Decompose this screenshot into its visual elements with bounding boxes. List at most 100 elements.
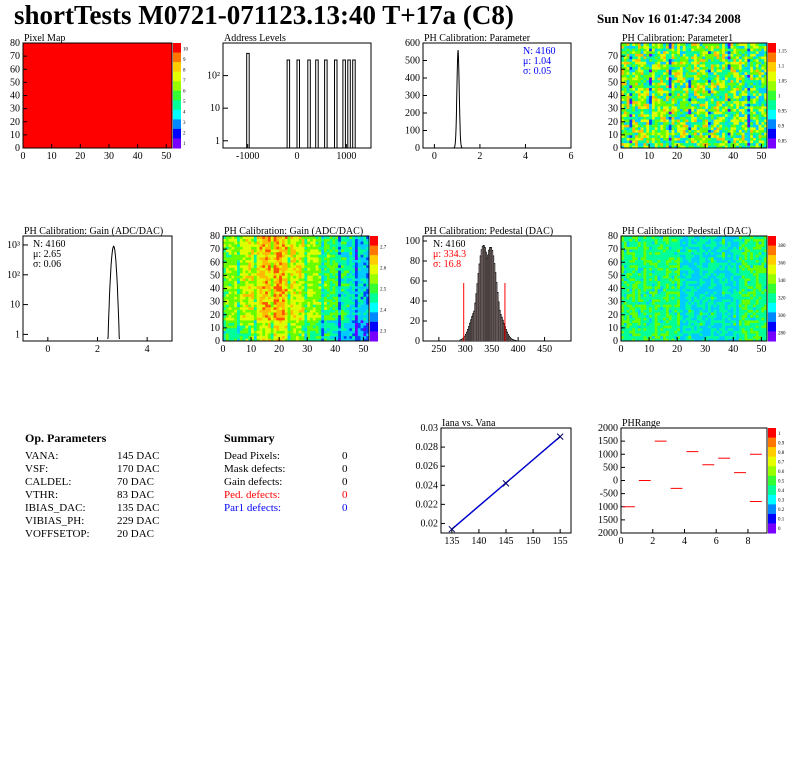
heatmap-cell (705, 85, 709, 89)
heatmap-cell (758, 111, 762, 115)
heatmap-cell (708, 127, 712, 131)
heatmap-cell (340, 246, 345, 250)
y-tick-label: 10 (210, 103, 220, 114)
heatmap-cell (223, 283, 227, 287)
heatmap-cell (643, 254, 647, 258)
heatmap-cell (651, 236, 656, 240)
heatmap-cell (296, 291, 300, 295)
heatmap-cell (251, 301, 255, 305)
heatmap-cell (663, 69, 667, 73)
heatmap-cell (643, 259, 647, 263)
heatmap-cell (223, 304, 227, 308)
heatmap-cell (679, 74, 684, 78)
heatmap-cell (315, 291, 319, 295)
heatmap-cell (279, 238, 283, 242)
heatmap-cell (722, 132, 726, 136)
heatmap-cell (293, 236, 297, 240)
heatmap-cell (744, 113, 748, 117)
heatmap-cell (752, 137, 757, 141)
heatmap-cell (755, 113, 759, 117)
heatmap-cell (722, 50, 726, 54)
heatmap-cell (629, 291, 633, 295)
heatmap-cell (234, 249, 238, 253)
heatmap-cell (270, 304, 274, 308)
heatmap-cell (276, 238, 280, 242)
heatmap-cell (296, 238, 300, 242)
heatmap-cell (635, 50, 639, 54)
heatmap-cell (696, 74, 701, 78)
heatmap-cell (225, 309, 230, 313)
heatmap-cell (245, 243, 249, 247)
heatmap-cell (637, 61, 642, 65)
heatmap-cell (279, 267, 283, 271)
heatmap-cell (640, 301, 644, 305)
heatmap-cell (259, 278, 263, 282)
heatmap-cell (646, 236, 650, 240)
heatmap-cell (262, 312, 266, 316)
heatmap-cell (265, 325, 269, 329)
heatmap-cell (626, 320, 630, 324)
heatmap-cell (307, 280, 311, 284)
heatmap-cell (755, 106, 759, 110)
heatmap-cell (646, 108, 650, 112)
heatmap-cell (366, 275, 370, 279)
heatmap-cell (677, 74, 681, 78)
heatmap-cell (688, 85, 692, 89)
heatmap-cell (265, 257, 269, 261)
heatmap-cell (228, 251, 232, 255)
heatmap-cell (724, 116, 729, 120)
heatmap-cell (657, 116, 661, 120)
heatmap-cell (741, 64, 745, 68)
heatmap-cell (273, 325, 277, 329)
heatmap-cell (251, 338, 255, 342)
heatmap-cell (637, 82, 642, 86)
heatmap-cell (696, 64, 701, 68)
heatmap-cell (660, 296, 664, 300)
heatmap-cell (699, 127, 703, 131)
heatmap-cell (273, 317, 277, 321)
heatmap-cell (312, 296, 317, 300)
heatmap-cell (228, 306, 232, 310)
heatmap-cell (340, 283, 345, 287)
heatmap-cell (629, 129, 633, 133)
heatmap-cell (674, 111, 678, 115)
heatmap-cell (643, 246, 647, 250)
heatmap-cell (677, 111, 681, 115)
heatmap-cell (338, 257, 342, 261)
heatmap-cell (629, 275, 633, 279)
heatmap-cell (679, 61, 684, 65)
heatmap-cell (635, 69, 639, 73)
heatmap-cell (315, 327, 319, 331)
heatmap-cell (694, 87, 698, 91)
heatmap-cell (733, 66, 737, 70)
heatmap-cell (637, 127, 642, 131)
heatmap-cell (340, 238, 345, 242)
heatmap-cell (722, 69, 726, 73)
y-tick-label: 30 (10, 104, 20, 115)
heatmap-cell (657, 259, 661, 263)
heatmap-cell (312, 246, 317, 250)
heatmap-cell (307, 267, 311, 271)
heatmap-cell (281, 257, 286, 261)
heatmap-cell (354, 299, 359, 303)
heatmap-cell (304, 249, 308, 253)
heatmap-cell (719, 64, 723, 68)
heatmap-cell (674, 124, 678, 128)
heatmap-cell (340, 272, 345, 276)
heatmap-cell (668, 71, 672, 75)
heatmap-cell (643, 249, 647, 253)
heatmap-cell (626, 327, 630, 331)
heatmap-cell (733, 92, 737, 96)
heatmap-cell (651, 140, 656, 144)
heatmap-cell (663, 129, 667, 133)
heatmap-cell (363, 314, 367, 318)
heatmap-cell (752, 74, 757, 78)
heatmap-cell (637, 79, 642, 83)
heatmap-cell (688, 106, 692, 110)
stats-line: μ: 1.04 (523, 56, 551, 67)
ph-param1-cells (621, 43, 768, 149)
heatmap-cell (340, 241, 345, 245)
heatmap-cell (724, 95, 729, 99)
heatmap-cell (677, 43, 681, 47)
heatmap-cell (245, 293, 249, 297)
